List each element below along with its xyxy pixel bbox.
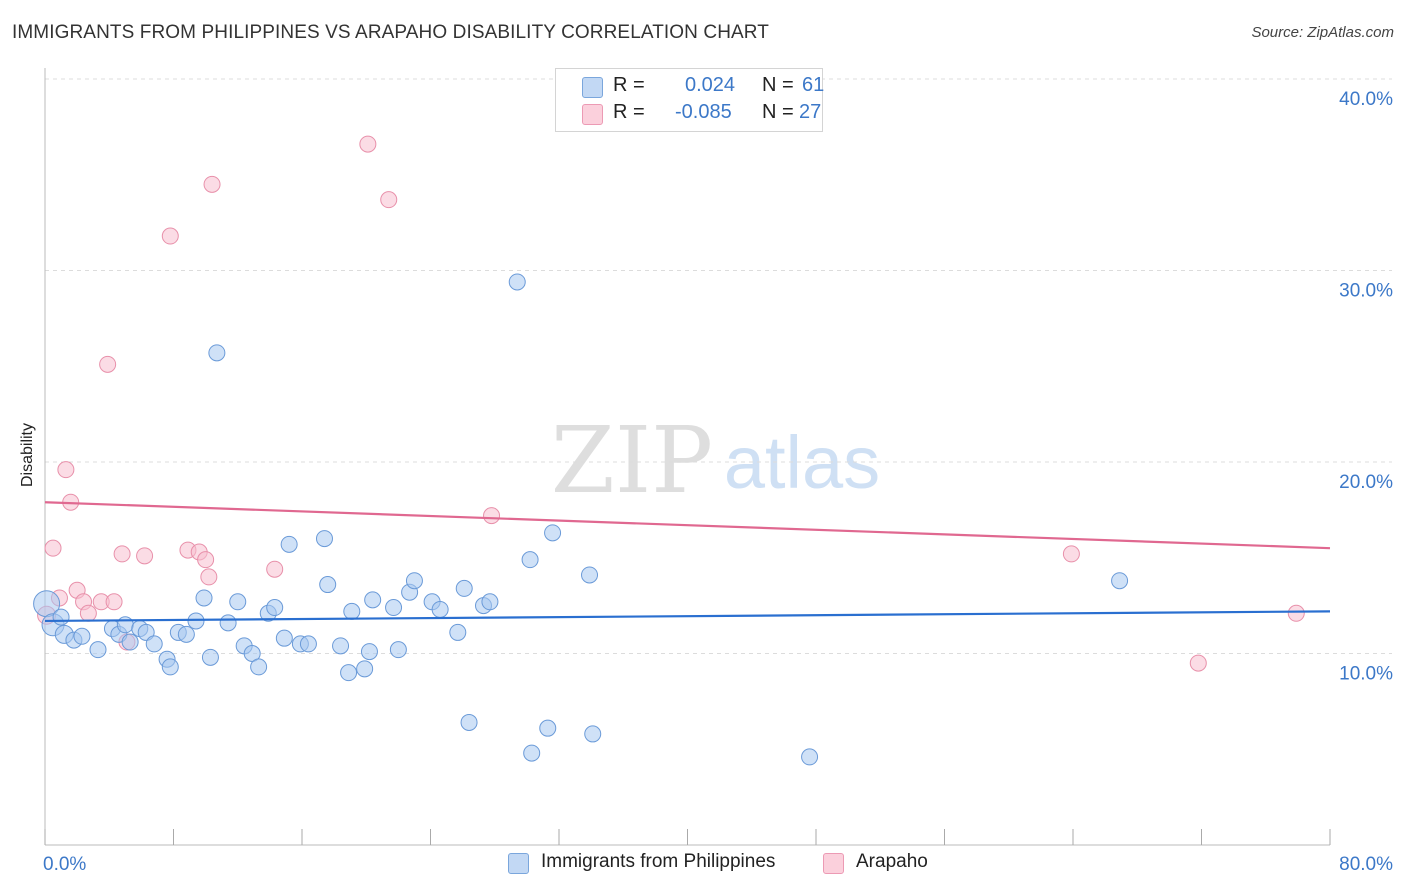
philippines-point — [455, 579, 473, 597]
n-label: N = — [762, 74, 794, 96]
data-points — [33, 135, 1305, 766]
philippines-point — [229, 593, 247, 611]
philippines-point — [405, 572, 423, 590]
philippines-point — [195, 589, 213, 607]
arapaho-trend-line — [44, 501, 1331, 550]
philippines-point — [177, 625, 195, 643]
philippines-point — [523, 744, 541, 762]
philippines-point — [521, 551, 539, 569]
philippines-point — [460, 713, 478, 731]
n-label: N = — [762, 101, 794, 123]
x-tick-labels: 0.0% 80.0% — [43, 854, 1393, 875]
philippines-point — [385, 599, 403, 617]
blue-swatch — [582, 77, 603, 98]
philippines-point — [145, 635, 163, 653]
source-label: Source: ZipAtlas.com — [1251, 24, 1394, 41]
philippines-point — [161, 658, 179, 676]
arapaho-point — [44, 539, 62, 557]
trend-lines — [44, 501, 1331, 623]
philippines-point — [219, 614, 237, 632]
philippines-point — [340, 664, 358, 682]
philippines-point — [584, 725, 602, 743]
x-tick-label: 0.0% — [43, 854, 86, 875]
philippines-point — [201, 648, 219, 666]
stats-legend: R = 0.024 N = 61 R = -0.085 N = 27 — [555, 68, 825, 132]
watermark: ZIP atlas — [551, 407, 880, 514]
philippines-point — [73, 627, 91, 645]
philippines-point — [389, 641, 407, 659]
arapaho-point — [1189, 654, 1207, 672]
philippines-point — [539, 719, 557, 737]
arapaho-point — [105, 593, 123, 611]
philippines-point — [508, 273, 526, 291]
philippines-point — [89, 641, 107, 659]
legend-label: Immigrants from Philippines — [541, 851, 776, 872]
philippines-point — [581, 566, 599, 584]
arapaho-point — [359, 135, 377, 153]
pink-swatch — [823, 853, 844, 874]
philippines-trend-line — [44, 610, 1331, 623]
philippines-point — [266, 599, 284, 617]
gridlines — [45, 78, 1392, 654]
arapaho-point — [1062, 545, 1080, 563]
philippines-point — [481, 593, 499, 611]
y-tick-label: 40.0% — [1339, 89, 1393, 110]
arapaho-point — [113, 545, 131, 563]
y-tick-labels: 10.0% 20.0% 30.0% 40.0% — [1339, 89, 1393, 685]
philippines-point — [801, 748, 819, 766]
arapaho-point — [266, 560, 284, 578]
philippines-point — [137, 623, 155, 641]
philippines-point — [1111, 572, 1129, 590]
r-value: 0.024 — [685, 74, 736, 96]
r-label: R = — [613, 74, 645, 96]
philippines-point — [449, 623, 467, 641]
philippines-point — [116, 616, 134, 634]
x-ticks — [44, 829, 1331, 845]
arapaho-point — [57, 461, 75, 479]
philippines-point — [332, 637, 350, 655]
y-tick-label: 20.0% — [1339, 472, 1393, 493]
arapaho-point — [203, 175, 221, 193]
arapaho-point — [136, 547, 154, 565]
philippines-point — [319, 576, 337, 594]
philippines-point — [356, 660, 374, 678]
pink-swatch — [582, 104, 603, 125]
philippines-point — [431, 600, 449, 618]
philippines-point — [315, 530, 333, 548]
r-label: R = — [613, 101, 645, 123]
arapaho-point — [99, 355, 117, 373]
arapaho-point — [1287, 604, 1305, 622]
r-value: -0.085 — [675, 101, 732, 123]
philippines-point — [208, 344, 226, 362]
philippines-point — [275, 629, 293, 647]
philippines-point — [343, 602, 361, 620]
blue-swatch — [508, 853, 529, 874]
philippines-point — [360, 643, 378, 661]
watermark-zip: ZIP — [551, 407, 713, 514]
n-value: 61 — [802, 74, 825, 96]
philippines-point — [299, 635, 317, 653]
philippines-point — [364, 591, 382, 609]
x-tick-label: 80.0% — [1339, 854, 1393, 875]
chart-title: IMMIGRANTS FROM PHILIPPINES VS ARAPAHO D… — [12, 22, 769, 43]
n-value: 27 — [799, 101, 822, 123]
arapaho-point — [380, 191, 398, 209]
legend-label: Arapaho — [856, 851, 928, 872]
y-tick-label: 10.0% — [1339, 664, 1393, 685]
arapaho-point — [161, 227, 179, 245]
philippines-point — [121, 633, 139, 651]
philippines-point — [52, 608, 70, 626]
arapaho-point — [200, 568, 218, 586]
arapaho-point — [197, 551, 215, 569]
arapaho-point — [483, 507, 501, 525]
philippines-point — [250, 658, 268, 676]
y-tick-label: 30.0% — [1339, 281, 1393, 302]
arapaho-point — [79, 604, 97, 622]
philippines-point — [280, 535, 298, 553]
philippines-point — [544, 524, 562, 542]
